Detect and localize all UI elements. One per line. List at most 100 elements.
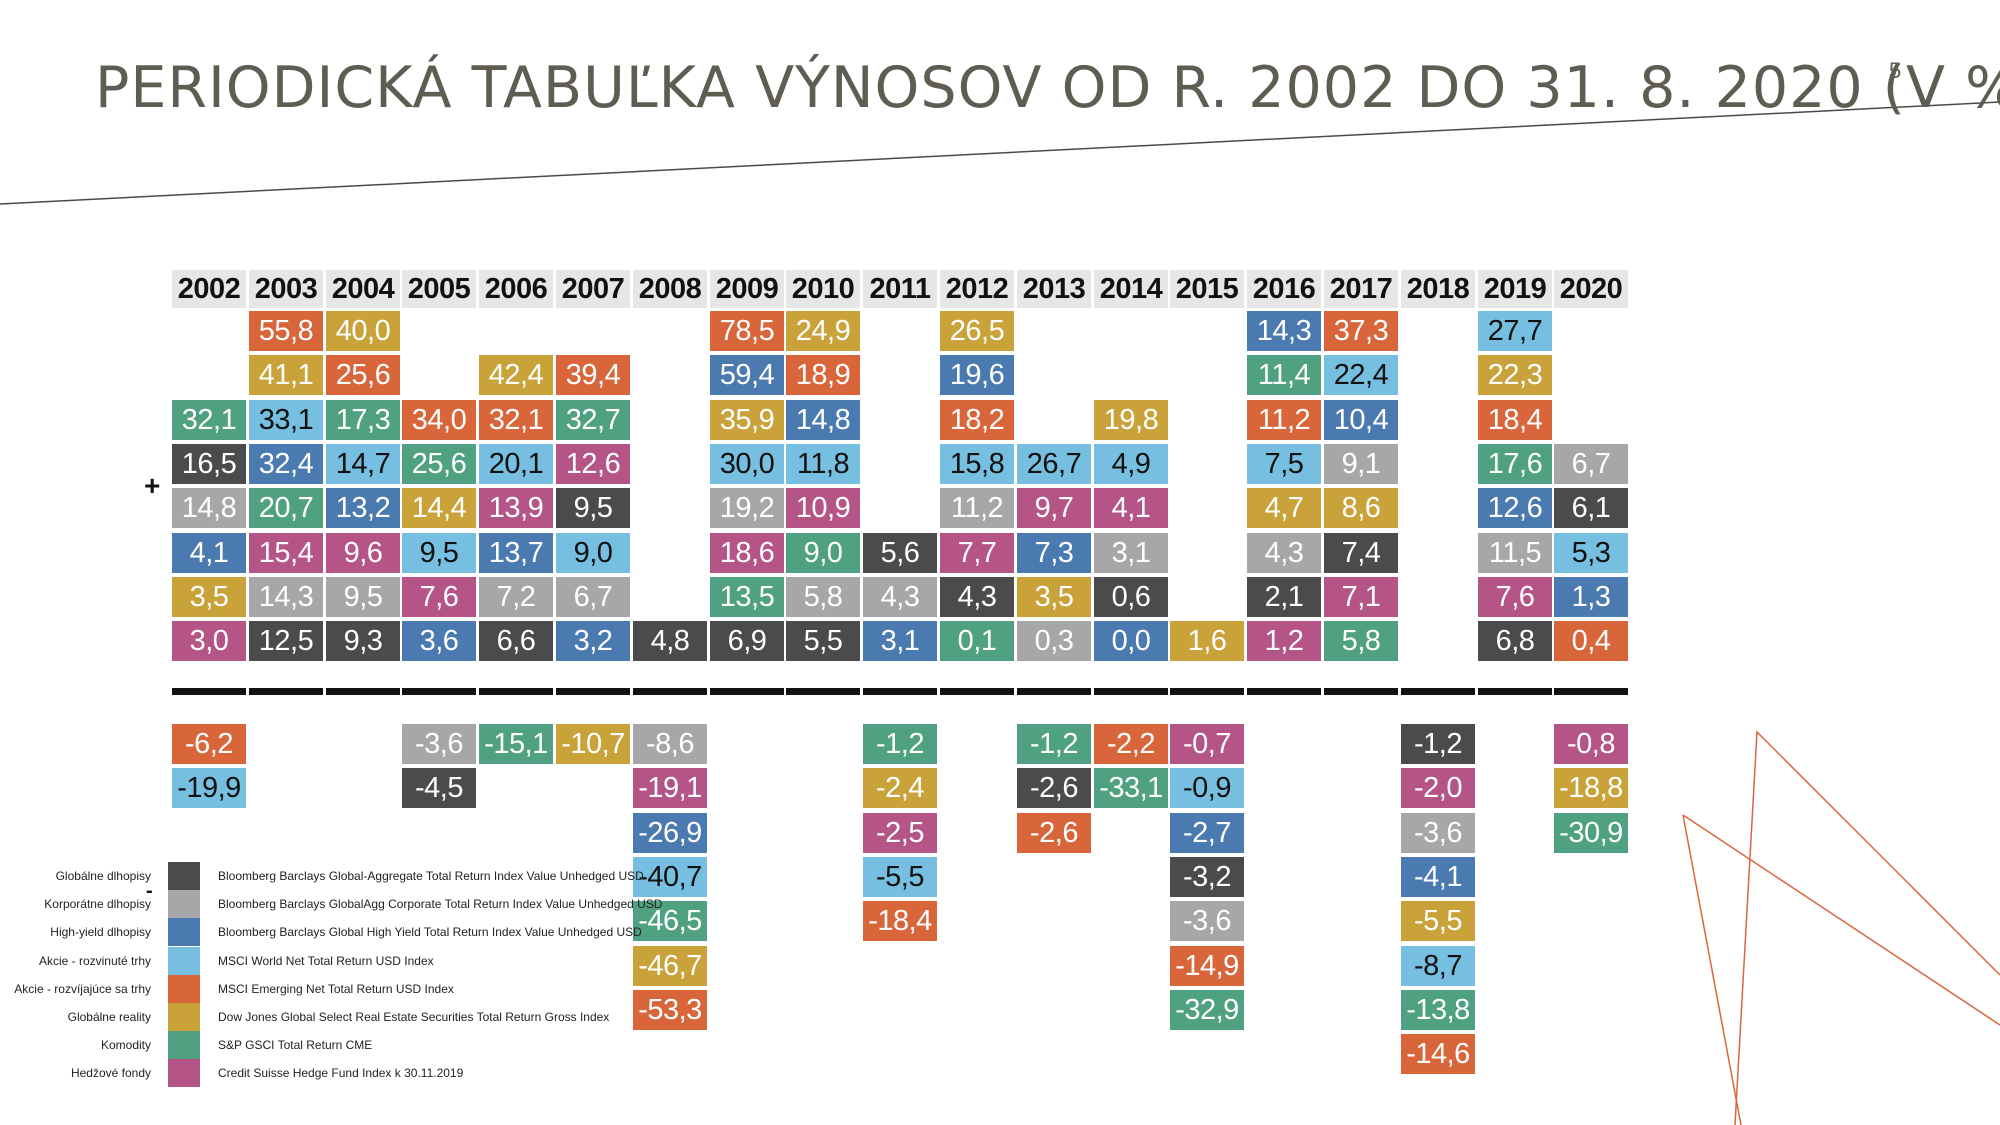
return-cell: 17,3 — [326, 400, 400, 440]
zero-separator — [1247, 688, 1321, 695]
accent-line — [1682, 814, 2000, 1026]
year-header: 2018 — [1401, 270, 1475, 308]
year-header: 2004 — [326, 270, 400, 308]
return-cell-negative: -4,5 — [402, 768, 476, 808]
return-cell: 37,3 — [1324, 311, 1398, 351]
zero-separator — [172, 688, 246, 695]
legend-swatch — [168, 975, 200, 1003]
zero-separator — [1554, 688, 1628, 695]
legend-asset-name: Globálne reality — [67, 1010, 151, 1024]
return-cell-negative: -10,7 — [556, 724, 630, 764]
zero-separator — [710, 688, 784, 695]
legend-swatch — [168, 1059, 200, 1087]
return-cell: 5,3 — [1554, 533, 1628, 573]
return-cell-negative: -18,4 — [863, 901, 937, 941]
year-header: 2002 — [172, 270, 246, 308]
return-cell: 20,1 — [479, 444, 553, 484]
return-cell: 5,8 — [786, 577, 860, 617]
return-cell: 10,9 — [786, 488, 860, 528]
return-cell-negative: -26,9 — [633, 813, 707, 853]
negative-sign: - — [146, 880, 153, 902]
return-cell: 14,3 — [249, 577, 323, 617]
return-cell: 4,9 — [1094, 444, 1168, 484]
return-cell-negative: -33,1 — [1094, 768, 1168, 808]
return-cell: 41,1 — [249, 355, 323, 395]
return-cell-negative: -5,5 — [1401, 901, 1475, 941]
return-cell: 11,5 — [1478, 533, 1552, 573]
return-cell-negative: -8,7 — [1401, 946, 1475, 986]
return-cell: 12,5 — [249, 621, 323, 661]
return-cell: 10,4 — [1324, 400, 1398, 440]
return-cell: 40,0 — [326, 311, 400, 351]
return-cell: 16,5 — [172, 444, 246, 484]
page-title: PERIODICKÁ TABUĽKA VÝNOSOV OD R. 2002 DO… — [95, 55, 2000, 121]
return-cell: 0,6 — [1094, 577, 1168, 617]
return-cell: 7,5 — [1247, 444, 1321, 484]
return-cell: 22,3 — [1478, 355, 1552, 395]
return-cell-negative: -40,7 — [633, 857, 707, 897]
return-cell-negative: -14,9 — [1170, 946, 1244, 986]
zero-separator — [556, 688, 630, 695]
legend-asset-name: Hedžové fondy — [70, 1066, 151, 1080]
return-cell: 7,4 — [1324, 533, 1398, 573]
year-header: 2016 — [1247, 270, 1321, 308]
return-cell: 3,6 — [402, 621, 476, 661]
return-cell: 78,5 — [710, 311, 784, 351]
return-cell-negative: -0,9 — [1170, 768, 1244, 808]
return-cell: 3,1 — [1094, 533, 1168, 573]
return-cell: 14,8 — [172, 488, 246, 528]
return-cell: 32,7 — [556, 400, 630, 440]
legend-asset-name: Komodity — [100, 1038, 151, 1052]
year-header: 2012 — [940, 270, 1014, 308]
return-cell: 9,0 — [556, 533, 630, 573]
zero-separator — [786, 688, 860, 695]
return-cell: 18,4 — [1478, 400, 1552, 440]
return-cell: 7,6 — [1478, 577, 1552, 617]
return-cell: 11,8 — [786, 444, 860, 484]
legend-swatch — [168, 1031, 200, 1059]
return-cell: 4,1 — [1094, 488, 1168, 528]
return-cell-negative: -46,5 — [633, 901, 707, 941]
return-cell: 7,3 — [1017, 533, 1091, 573]
zero-separator — [1401, 688, 1475, 695]
legend-index-name: S&P GSCI Total Return CME — [218, 1038, 373, 1052]
return-cell: 0,3 — [1017, 621, 1091, 661]
return-cell: 34,0 — [402, 400, 476, 440]
return-cell: 2,1 — [1247, 577, 1321, 617]
legend-swatch — [168, 862, 200, 890]
return-cell: 7,7 — [940, 533, 1014, 573]
legend-index-name: Credit Suisse Hedge Fund Index k 30.11.2… — [218, 1066, 464, 1080]
return-cell: 11,2 — [940, 488, 1014, 528]
legend-asset-name: Akcie - rozvíjajúce sa trhy — [14, 982, 151, 996]
legend-swatch — [168, 1003, 200, 1031]
return-cell: 11,2 — [1247, 400, 1321, 440]
return-cell: 9,0 — [786, 533, 860, 573]
return-cell-negative: -13,8 — [1401, 990, 1475, 1030]
return-cell-negative: -3,6 — [402, 724, 476, 764]
zero-separator — [633, 688, 707, 695]
return-cell: 13,5 — [710, 577, 784, 617]
return-cell: 1,3 — [1554, 577, 1628, 617]
page-number: 5 — [1889, 58, 1902, 83]
return-cell: 1,6 — [1170, 621, 1244, 661]
return-cell: 3,0 — [172, 621, 246, 661]
legend-asset-name: Globálne dlhopisy — [55, 869, 151, 883]
return-cell: 7,6 — [402, 577, 476, 617]
zero-separator — [1094, 688, 1168, 695]
return-cell: 24,9 — [786, 311, 860, 351]
accent-line — [1734, 730, 2000, 1125]
return-cell-negative: -2,0 — [1401, 768, 1475, 808]
year-header: 2011 — [863, 270, 937, 308]
return-cell: 7,1 — [1324, 577, 1398, 617]
return-cell: 9,6 — [326, 533, 400, 573]
return-cell: 14,3 — [1247, 311, 1321, 351]
return-cell: 9,3 — [326, 621, 400, 661]
return-cell-negative: -14,6 — [1401, 1034, 1475, 1074]
return-cell: 15,4 — [249, 533, 323, 573]
year-header: 2003 — [249, 270, 323, 308]
return-cell: 5,6 — [863, 533, 937, 573]
return-cell: 9,1 — [1324, 444, 1398, 484]
year-header: 2013 — [1017, 270, 1091, 308]
return-cell-negative: -2,2 — [1094, 724, 1168, 764]
